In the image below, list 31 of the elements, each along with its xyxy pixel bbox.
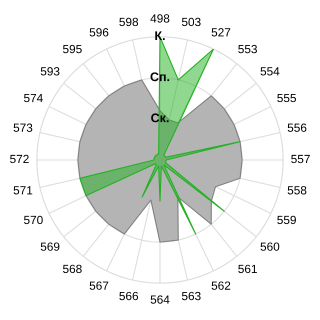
spoke-label: 554	[260, 67, 280, 76]
spoke-label: 570	[24, 216, 43, 224]
spoke-label: 574	[24, 94, 43, 102]
y-tick-label: К.	[155, 31, 165, 40]
spoke-label: 556	[288, 124, 306, 132]
spoke-label: 598	[119, 18, 138, 26]
spoke-label: 527	[212, 28, 230, 37]
spoke-label: 564	[150, 295, 170, 304]
spoke-label: 569	[40, 242, 60, 251]
spoke-label: 595	[62, 44, 82, 54]
spoke-label: 572	[10, 154, 29, 164]
spoke-label: 567	[90, 281, 108, 290]
spoke-label: 571	[14, 186, 32, 194]
spoke-label: 503	[182, 18, 201, 26]
spoke-label: 498	[150, 14, 170, 23]
spoke-label: 558	[288, 186, 306, 194]
spoke-label: 557	[291, 154, 310, 164]
spoke-label: 573	[14, 124, 32, 132]
spoke-label: 562	[212, 281, 230, 290]
spoke-label: 555	[277, 94, 296, 102]
spoke-label: 568	[62, 264, 82, 274]
spoke-label: 553	[238, 44, 257, 54]
spoke-label: 560	[260, 242, 280, 251]
y-tick-label: Сп.	[150, 72, 170, 82]
y-tick-label: Ск.	[151, 113, 169, 122]
spoke-label: 563	[182, 292, 201, 300]
spoke-label: 561	[238, 264, 257, 274]
spoke-label: 593	[40, 67, 60, 76]
spoke-label: 559	[277, 216, 296, 224]
spoke-label: 596	[90, 28, 108, 37]
spoke-label: 566	[119, 292, 138, 300]
